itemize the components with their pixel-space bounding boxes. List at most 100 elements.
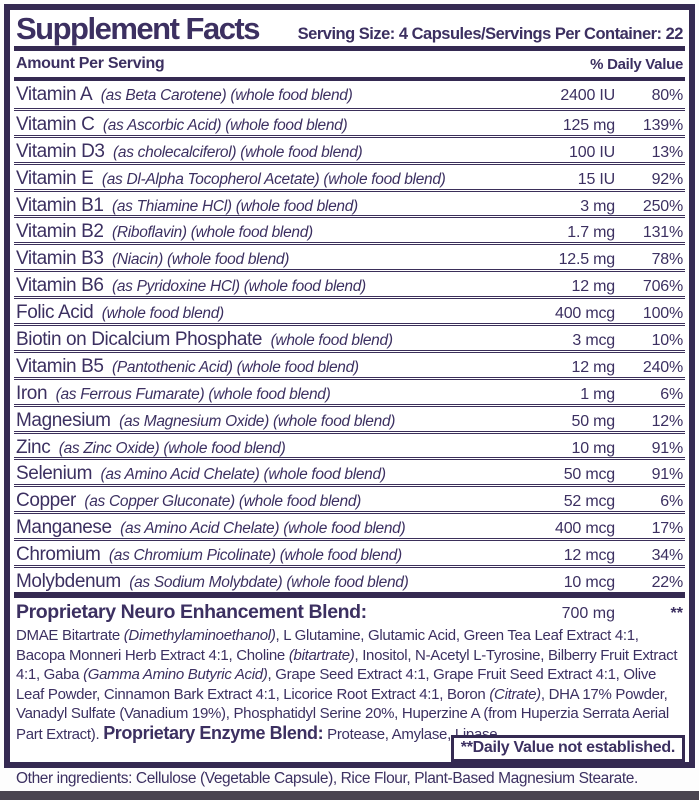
nutrient-name: Copper (16, 490, 76, 512)
daily-value-footnote-text: **Daily Value not established. (460, 738, 676, 756)
nutrient-amount: 1 mg (580, 385, 615, 403)
nutrient-amount: 12 mg (571, 278, 616, 296)
amount-per-serving-header: Amount Per Serving (16, 55, 165, 72)
nutrient-detail: (as Magnesium Oxide) (whole food blend) (119, 412, 396, 430)
nutrient-name: Manganese (16, 517, 112, 539)
nutrient-detail: (as Zinc Oxide) (whole food blend) (58, 439, 286, 457)
table-row: Vitamin E (as Dl-Alpha Tocopherol Acetat… (14, 161, 685, 189)
nutrient-daily-value: 706% (642, 278, 683, 296)
subheader-divider (14, 77, 685, 81)
nutrient-name-cell: Vitamin B6 (as Pyridoxine HCl) (whole fo… (16, 275, 520, 297)
supplement-facts-panel: Supplement Facts Serving Size: 4 Capsule… (4, 4, 695, 768)
nutrient-name-cell: Vitamin B1 (as Thiamine HCl) (whole food… (16, 195, 520, 217)
nutrient-name-cell: Biotin on Dicalcium Phosphate (whole foo… (16, 329, 520, 351)
nutrient-name-cell: Manganese (as Amino Acid Chelate) (whole… (16, 517, 520, 539)
nutrient-daily-value: 100% (642, 305, 683, 323)
nutrient-amount: 125 mg (562, 116, 615, 134)
nutrient-name: Vitamin B2 (16, 221, 104, 243)
nutrient-name-cell: Vitamin B5 (Pantothenic Acid) (whole foo… (16, 356, 520, 378)
nutrient-amount: 400 mcg (555, 305, 615, 323)
nutrient-amount: 15 IU (577, 170, 615, 188)
nutrient-amount: 400 mcg (555, 520, 615, 538)
nutrient-name-cell: Vitamin A (as Beta Carotene) (whole food… (16, 84, 520, 106)
nutrient-name: Folic Acid (16, 302, 94, 324)
nutrient-amount: 12 mcg (563, 547, 615, 565)
nutrient-amount: 12 mg (571, 358, 616, 376)
nutrient-detail: (as Dl-Alpha Tocopherol Acetate) (whole … (101, 170, 446, 188)
table-row: Selenium (as Amino Acid Chelate) (whole … (14, 457, 685, 484)
nutrient-detail: (Niacin) (whole food blend) (111, 251, 290, 269)
nutrient-rows: Vitamin A (as Beta Carotene) (whole food… (14, 81, 685, 592)
nutrient-name: Molybdenum (16, 571, 121, 593)
nutrient-name-cell: Vitamin B3 (Niacin) (whole food blend) (16, 248, 520, 270)
table-row: Chromium (as Chromium Picolinate) (whole… (14, 538, 685, 565)
panel-header: Supplement Facts Serving Size: 4 Capsule… (14, 10, 685, 46)
table-row: Manganese (as Amino Acid Chelate) (whole… (14, 511, 685, 538)
nutrient-daily-value: 131% (642, 224, 683, 242)
other-ingredients-line: Other ingredients: Cellulose (Vegetable … (16, 770, 638, 787)
nutrient-name-cell: Vitamin B2 (Riboflavin) (whole food blen… (16, 221, 520, 243)
nutrient-daily-value: 250% (642, 197, 683, 215)
nutrient-amount: 3 mg (580, 197, 615, 215)
nutrient-name: Vitamin D3 (16, 140, 105, 162)
daily-value-header: % Daily Value (590, 55, 683, 73)
nutrient-daily-value: 139% (642, 116, 683, 134)
nutrient-name-cell: Molybdenum (as Sodium Molybdate) (whole … (16, 571, 520, 593)
nutrient-name: Chromium (16, 544, 101, 566)
table-row: Folic Acid (whole food blend) 400 mcg 10… (14, 296, 685, 323)
nutrient-detail: (as Sodium Molybdate) (whole food blend) (129, 574, 409, 592)
nutrient-name-cell: Zinc (as Zinc Oxide) (whole food blend) (16, 437, 520, 459)
nutrient-amount: 100 IU (569, 143, 615, 161)
nutrient-detail: (as cholecalciferol) (whole food blend) (113, 143, 363, 161)
nutrient-name-cell: Copper (as Copper Gluconate) (whole food… (16, 490, 520, 512)
nutrient-daily-value: 91% (651, 439, 684, 457)
table-row: Iron (as Ferrous Fumarate) (whole food b… (14, 376, 685, 405)
proprietary-blend-row: Proprietary Neuro Enhancement Blend: 700… (14, 598, 685, 625)
nutrient-detail: (as Ferrous Fumarate) (whole food blend) (55, 385, 331, 403)
nutrient-amount: 12.5 mg (558, 251, 616, 269)
nutrient-detail: (whole food blend) (270, 332, 393, 350)
table-row: Vitamin A (as Beta Carotene) (whole food… (14, 81, 685, 108)
daily-value-footnote-box: **Daily Value not established. (450, 734, 685, 762)
nutrient-daily-value: 80% (651, 87, 684, 104)
table-row: Vitamin B6 (as Pyridoxine HCl) (whole fo… (14, 269, 685, 296)
nutrient-amount: 50 mg (571, 412, 616, 430)
nutrient-name: Magnesium (16, 409, 111, 431)
header-divider (14, 46, 685, 51)
table-row: Zinc (as Zinc Oxide) (whole food blend) … (14, 430, 685, 459)
column-header-row: Amount Per Serving % Daily Value (14, 51, 685, 77)
nutrient-amount: 3 mcg (572, 332, 615, 350)
nutrient-daily-value: 91% (651, 466, 684, 484)
table-row: Vitamin D3 (as cholecalciferol) (whole f… (14, 134, 685, 163)
nutrient-name: Iron (16, 382, 48, 404)
table-row: Vitamin B1 (as Thiamine HCl) (whole food… (14, 188, 685, 217)
nutrient-detail: (as Beta Carotene) (whole food blend) (100, 87, 353, 104)
nutrient-detail: (Pantothenic Acid) (whole food blend) (111, 358, 359, 376)
panel-title: Supplement Facts (16, 11, 261, 46)
nutrient-name: Vitamin A (16, 84, 93, 105)
nutrient-name-cell: Folic Acid (whole food blend) (16, 302, 520, 324)
nutrient-name-cell: Vitamin D3 (as cholecalciferol) (whole f… (16, 141, 520, 163)
nutrient-detail: (as Pyridoxine HCl) (whole food blend) (111, 278, 366, 296)
blend-description: DMAE Bitartrate (Dimethylaminoethanol), … (16, 626, 678, 743)
blend-divider (14, 591, 685, 598)
nutrient-daily-value: 10% (651, 332, 684, 350)
nutrient-daily-value: 240% (642, 358, 683, 376)
nutrient-daily-value: 78% (651, 251, 684, 269)
nutrient-amount: 10 mcg (563, 574, 615, 592)
nutrient-name: Vitamin B5 (16, 355, 104, 377)
nutrient-amount: 10 mg (571, 439, 616, 457)
table-row: Molybdenum (as Sodium Molybdate) (whole … (14, 565, 685, 592)
nutrient-detail: (whole food blend) (101, 305, 224, 323)
nutrient-daily-value: 34% (651, 547, 684, 565)
nutrient-name: Zinc (16, 436, 51, 458)
label-bottom-edge (0, 791, 699, 800)
nutrient-name: Vitamin B3 (16, 248, 104, 270)
nutrient-daily-value: 6% (660, 385, 683, 403)
nutrient-name-cell: Iron (as Ferrous Fumarate) (whole food b… (16, 383, 520, 405)
nutrient-amount: 1.7 mg (567, 224, 615, 242)
nutrient-detail: (as Amino Acid Chelate) (whole food blen… (120, 520, 406, 538)
nutrient-name-cell: Chromium (as Chromium Picolinate) (whole… (16, 544, 520, 566)
blend-name: Proprietary Neuro Enhancement Blend: (16, 600, 367, 623)
